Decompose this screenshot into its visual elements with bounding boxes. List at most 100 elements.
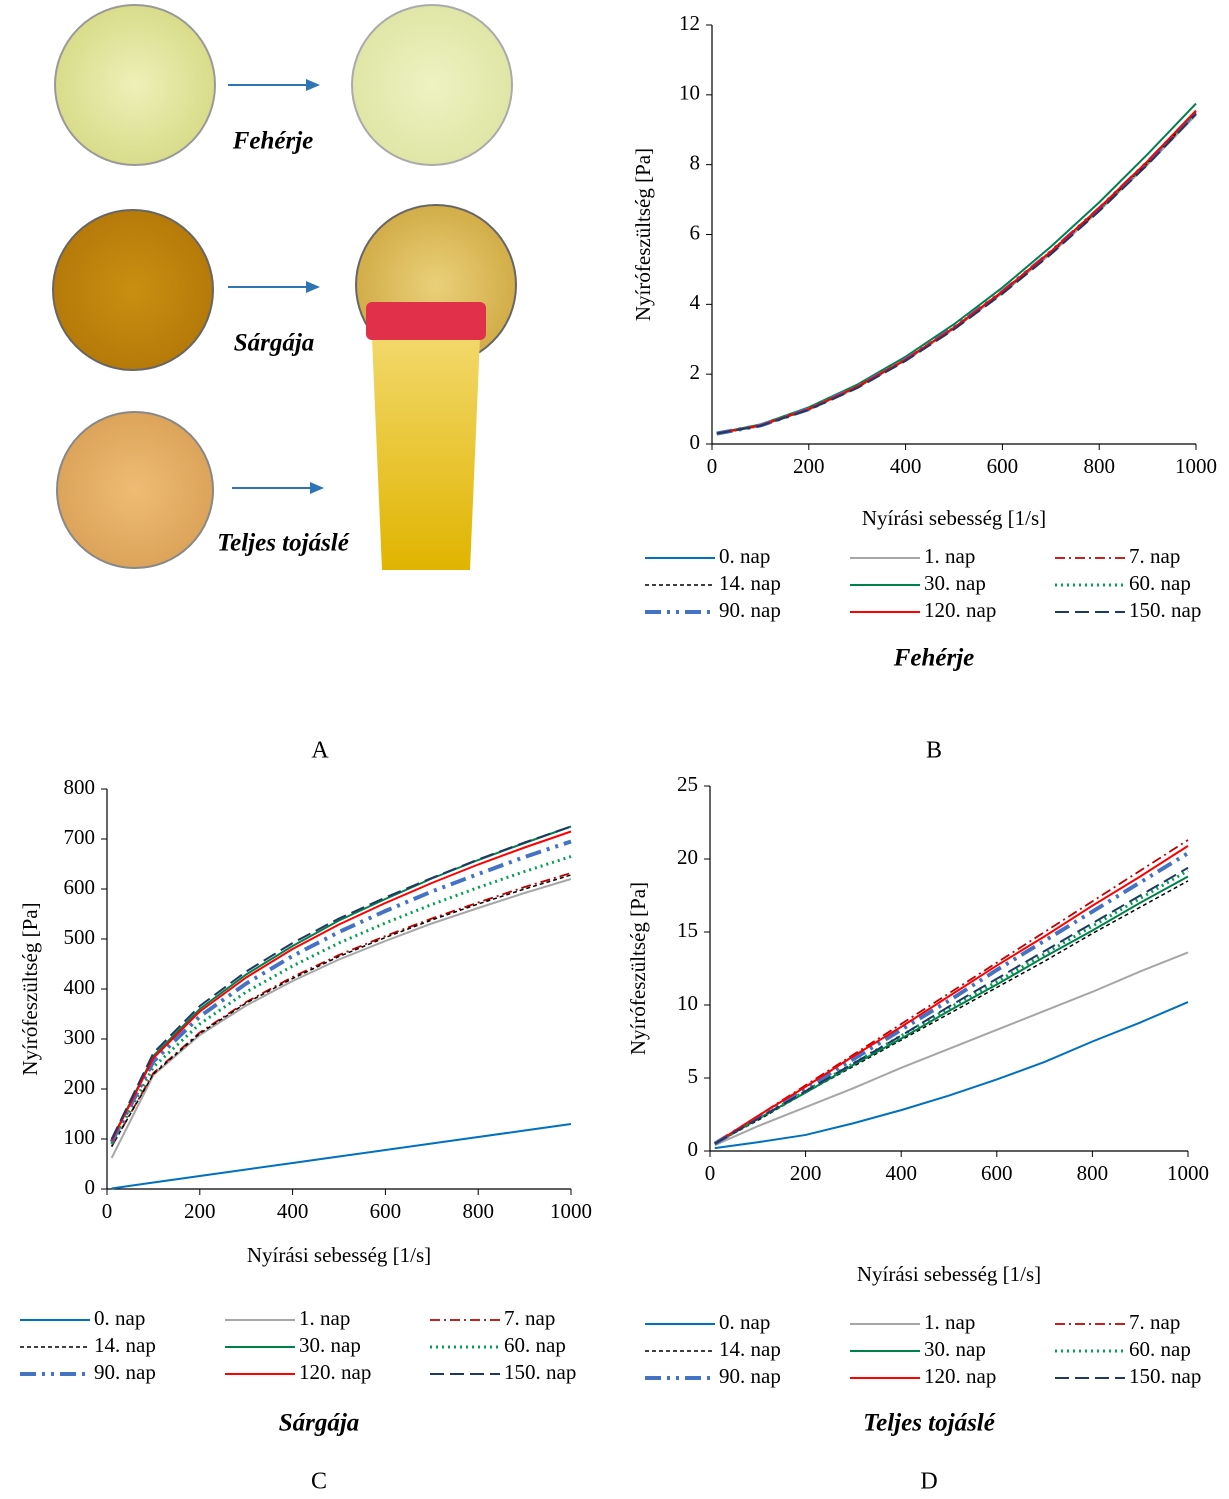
legend-label: 14. nap — [719, 571, 781, 595]
y-axis-title: Nyírófeszültség [Pa] — [18, 902, 42, 1075]
series-line — [714, 866, 1189, 1145]
panel-letter: D — [920, 1469, 937, 1495]
x-tick-label: 200 — [793, 454, 825, 478]
series-line — [716, 114, 1197, 435]
legend-label: 0. nap — [94, 1306, 145, 1330]
y-tick-label: 15 — [677, 918, 698, 942]
legend-label: 60. nap — [1129, 1337, 1191, 1361]
series-line — [110, 830, 572, 1141]
panel-letter: C — [311, 1469, 327, 1495]
series-line — [714, 869, 1189, 1145]
sample-label: Teljes tojáslé — [217, 530, 350, 557]
x-tick-label: 400 — [890, 454, 922, 478]
series-line — [716, 113, 1197, 435]
legend-label: 120. nap — [299, 1360, 371, 1384]
y-tick-label: 500 — [64, 925, 96, 949]
series-line — [714, 1001, 1189, 1150]
series-line — [714, 845, 1189, 1145]
y-tick-label: 0 — [85, 1175, 96, 1199]
legend-label: 14. nap — [719, 1337, 781, 1361]
series-line — [716, 110, 1198, 436]
legend-label: 90. nap — [94, 1360, 156, 1384]
x-tick-label: 800 — [1083, 454, 1115, 478]
y-tick-label: 5 — [688, 1064, 699, 1088]
sample-label: Fehérje — [232, 128, 314, 155]
x-tick-label: 600 — [981, 1161, 1013, 1185]
series-line — [716, 111, 1197, 435]
series-line — [110, 825, 572, 1140]
legend-label: 7. nap — [504, 1306, 555, 1330]
x-tick-label: 800 — [462, 1199, 494, 1223]
y-tick-label: 8 — [690, 150, 701, 174]
legend-label: 90. nap — [719, 598, 781, 622]
legend-label: 1. nap — [924, 544, 975, 568]
y-tick-label: 25 — [677, 772, 698, 796]
x-tick-label: 1000 — [550, 1199, 592, 1223]
x-tick-label: 400 — [277, 1199, 309, 1223]
legend-label: 150. nap — [1129, 1364, 1201, 1388]
panel-letter: A — [311, 738, 329, 764]
series-line — [716, 111, 1198, 436]
series-line — [716, 109, 1197, 435]
legend-label: 120. nap — [924, 1364, 996, 1388]
series-line — [716, 112, 1197, 435]
series-line — [714, 951, 1189, 1147]
legend-label: 30. nap — [924, 1337, 986, 1361]
x-tick-label: 0 — [102, 1199, 113, 1223]
legend-label: 150. nap — [504, 1360, 576, 1384]
legend-label: 7. nap — [1129, 1310, 1180, 1334]
x-tick-label: 0 — [705, 1161, 716, 1185]
x-tick-label: 200 — [184, 1199, 216, 1223]
y-tick-label: 300 — [64, 1025, 96, 1049]
legend-label: 0. nap — [719, 1310, 770, 1334]
y-tick-label: 100 — [64, 1125, 96, 1149]
y-axis-title: Nyírófeszültség [Pa] — [626, 882, 650, 1055]
y-tick-label: 200 — [64, 1075, 96, 1099]
chart: 0 100 200 300 400 500 600 700 800 0 200 400 600 800 10… — [18, 775, 592, 1495]
legend-label: 14. nap — [94, 1333, 156, 1357]
panel-letter: B — [926, 738, 942, 764]
y-tick-label: 20 — [677, 845, 698, 869]
y-tick-label: 12 — [679, 11, 700, 35]
y-tick-label: 10 — [679, 81, 700, 105]
legend-label: 120. nap — [924, 598, 996, 622]
legend-label: 1. nap — [299, 1306, 350, 1330]
series-line — [716, 113, 1197, 435]
y-axis-title: Nyírófeszültség [Pa] — [631, 148, 655, 321]
series-line — [110, 872, 572, 1147]
chart-title: Teljes tojáslé — [863, 1410, 996, 1437]
legend-label: 150. nap — [1129, 598, 1201, 622]
y-tick-label: 6 — [690, 220, 701, 244]
legend-label: 60. nap — [504, 1333, 566, 1357]
y-tick-label: 400 — [64, 975, 96, 999]
chart-title: Fehérje — [893, 645, 975, 672]
x-axis-title: Nyírási sebesség [1/s] — [247, 1243, 431, 1267]
legend-label: 7. nap — [1129, 544, 1180, 568]
chart: 0 2 4 6 8 10 12 0 200 400 600 800 1000 Nyírási sebess… — [631, 11, 1217, 764]
legend-label: 90. nap — [719, 1364, 781, 1388]
legend-label: 1. nap — [924, 1310, 975, 1334]
chart: 0 5 10 15 20 25 0 200 400 600 800 1000 Nyírási sebes… — [626, 772, 1209, 1495]
x-tick-label: 800 — [1077, 1161, 1109, 1185]
series-line — [110, 878, 572, 1159]
legend-label: 0. nap — [719, 544, 770, 568]
y-tick-label: 0 — [688, 1137, 699, 1161]
y-tick-label: 0 — [690, 430, 701, 454]
series-line — [111, 1123, 572, 1190]
x-tick-label: 1000 — [1175, 454, 1217, 478]
y-tick-label: 10 — [677, 991, 698, 1015]
x-tick-label: 600 — [370, 1199, 402, 1223]
series-line — [716, 102, 1197, 435]
series-line — [110, 825, 572, 1141]
series-line — [713, 851, 1190, 1146]
y-tick-label: 600 — [64, 875, 96, 899]
x-tick-label: 200 — [790, 1161, 822, 1185]
x-tick-label: 400 — [885, 1161, 917, 1185]
series-line — [110, 874, 572, 1147]
chart-title: Sárgája — [279, 1410, 360, 1437]
series-line — [110, 855, 572, 1145]
panel-a-photos — [52, 4, 517, 570]
y-tick-label: 4 — [690, 290, 701, 314]
